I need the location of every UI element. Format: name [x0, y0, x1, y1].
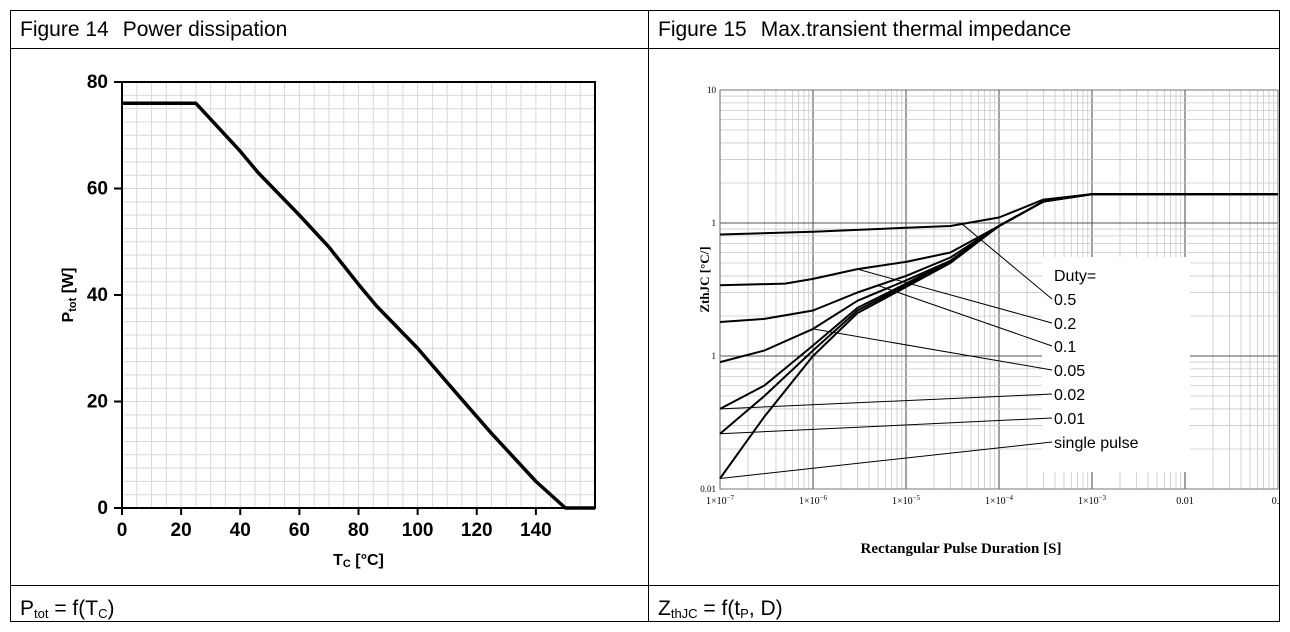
- figure-table-frame: [10, 10, 1280, 622]
- y-tick-label: 0.01: [700, 484, 716, 494]
- y-tick-label: 20: [87, 392, 108, 413]
- series-line-single-pulse: [719, 193, 1278, 480]
- legend-entry: 0.2: [1054, 316, 1076, 333]
- x-tick-label: 1×10−5: [892, 494, 921, 507]
- caption-14-main: P: [20, 597, 35, 620]
- caption-14-rest: = f(T: [48, 597, 99, 620]
- caption-15-main: Z: [658, 597, 671, 620]
- y-axis-label: ZthJC [°C/]: [697, 246, 712, 312]
- column-divider: [648, 10, 649, 622]
- caption-14-sub: tot: [34, 606, 49, 621]
- x-tick-label: 0.01: [1176, 496, 1194, 507]
- y-tick-label: 0: [97, 498, 108, 519]
- figure-15-title: Max.transient thermal impedance: [760, 18, 1072, 41]
- x-tick-label: 20: [171, 520, 192, 541]
- power-dissipation-chart: 0 20 40 60 80 0 20 40 60 80 100 120 140 TC [°C] Ptot […: [60, 72, 596, 570]
- legend-leader-line: [857, 268, 1053, 324]
- legend-leader-line: [719, 441, 1053, 479]
- y-tick-label: 10: [707, 85, 717, 95]
- caption-15-sub2: P: [740, 606, 749, 621]
- y-axis-label: Ptot [W]: [60, 268, 79, 323]
- figure-15-number: Figure 15: [658, 18, 747, 41]
- legend-entry: 0.1: [1054, 339, 1076, 356]
- header-row-divider: [10, 48, 1280, 49]
- y-tick-label: 60: [87, 179, 108, 200]
- x-tick-label: 1×10−3: [1078, 494, 1107, 507]
- legend-entry: 0.5: [1054, 292, 1076, 309]
- legend-entry: 0.05: [1054, 363, 1085, 380]
- figure-14-number: Figure 14: [20, 18, 109, 41]
- caption-15-end: , D): [748, 597, 783, 620]
- figure-15-caption: ZthJC = f(tP, D): [658, 597, 783, 626]
- caption-15-sub: thJC: [670, 606, 698, 621]
- thermal-impedance-chart: Duty= 0.5 0.2 0.1 0.05 0.02 0.01 single pulse 1×…: [697, 85, 1279, 557]
- series-line-ptot: [122, 101, 595, 510]
- caption-14-sub2: C: [98, 606, 108, 621]
- y-tick-label: 1: [712, 351, 717, 361]
- x-tick-label: 100: [402, 520, 434, 541]
- caption-14-end: ): [107, 597, 115, 620]
- x-axis-label: TC [°C]: [333, 552, 384, 570]
- x-tick-label: 80: [348, 520, 369, 541]
- x-tick-label: 0.1: [1272, 496, 1279, 507]
- x-tick-label: 140: [520, 520, 552, 541]
- legend-leader-line: [877, 285, 1053, 347]
- y-tick-label: 1: [712, 218, 717, 228]
- x-tick-label: 1×10−4: [985, 494, 1014, 507]
- figure-15-header: Figure 15 Max.transient thermal impedance: [658, 18, 1071, 42]
- y-tick-label: 80: [87, 72, 108, 93]
- legend-entry: 0.01: [1054, 411, 1085, 428]
- plot-area-border: [719, 89, 1279, 490]
- legend-entry: single pulse: [1054, 435, 1139, 452]
- x-tick-label: 60: [289, 520, 310, 541]
- legend-entry: 0.02: [1054, 387, 1085, 404]
- x-axis-label: Rectangular Pulse Duration [S]: [861, 541, 1062, 557]
- caption-row-divider: [10, 585, 1280, 586]
- legend-box: [1042, 257, 1190, 472]
- x-tick-label: 120: [461, 520, 493, 541]
- x-tick-label: 40: [230, 520, 251, 541]
- figure-14-caption: Ptot = f(TC): [20, 597, 114, 626]
- legend-leader-line: [719, 417, 1053, 435]
- x-tick-label: 0: [117, 520, 128, 541]
- legend-leader-line: [812, 328, 1053, 371]
- x-tick-label: 1×10−7: [706, 494, 735, 507]
- legend-leader-line: [719, 393, 1053, 410]
- caption-15-rest: = f(t: [697, 597, 741, 620]
- legend-title: Duty=: [1054, 268, 1096, 285]
- figure-14-title: Power dissipation: [122, 18, 288, 41]
- y-tick-label: 40: [87, 285, 108, 306]
- legend-leader-line: [961, 223, 1053, 300]
- figure-14-header: Figure 14 Power dissipation: [20, 18, 287, 42]
- x-tick-label: 1×10−6: [799, 494, 828, 507]
